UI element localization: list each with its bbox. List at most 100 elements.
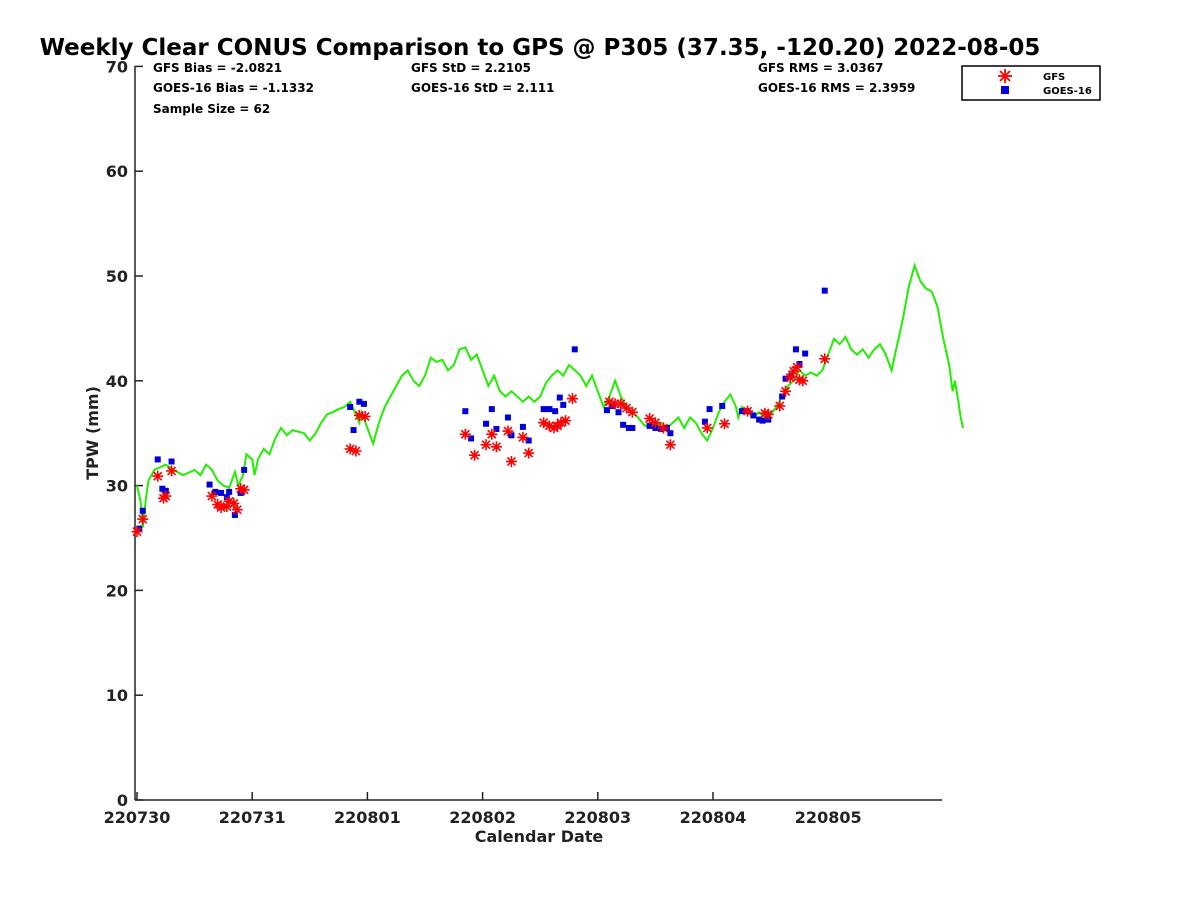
goes-point: [504, 414, 511, 421]
x-tick-label: 220803: [564, 808, 631, 827]
x-tick-label: 220731: [219, 808, 286, 827]
gps-series: [136, 262, 964, 528]
gfs-series: [131, 353, 831, 538]
goes-point: [493, 426, 500, 433]
legend-goes-label: GOES-16: [1043, 86, 1092, 97]
gfs-point: [480, 439, 492, 451]
y-tick-label: 40: [106, 372, 128, 391]
goes-point: [241, 466, 248, 473]
x-tick-label: 220802: [449, 808, 516, 827]
goes-point: [360, 400, 367, 407]
goes-point: [658, 426, 665, 433]
goes-point: [356, 398, 363, 405]
gfs-point: [560, 415, 572, 427]
goes-point: [560, 401, 567, 408]
goes-point: [468, 435, 475, 442]
gfs-point: [238, 484, 250, 496]
y-tick-label: 60: [106, 162, 128, 181]
x-tick-label: 220805: [795, 808, 862, 827]
gfs-point: [780, 385, 792, 397]
legend-gfs-label: GFS: [1043, 72, 1065, 83]
goes-point: [226, 488, 233, 495]
gfs-point: [131, 526, 143, 538]
stat-gfs-rms: GFS RMS = 3.0367: [758, 61, 883, 75]
gfs-point: [649, 417, 661, 429]
goes-point: [159, 485, 166, 492]
goes-point: [779, 393, 786, 400]
goes-point: [525, 437, 532, 444]
goes-point: [168, 458, 175, 465]
stats-block: GFS Bias = -2.0821 GOES-16 Bias = -1.133…: [153, 61, 915, 116]
stat-goes-bias: GOES-16 Bias = -1.1332: [153, 81, 314, 95]
goes-point: [218, 489, 225, 496]
gfs-point: [490, 441, 502, 453]
stat-goes-std: GOES-16 StD = 2.111: [411, 81, 554, 95]
y-axis-label: TPW (mm): [83, 386, 102, 480]
gfs-point: [160, 490, 172, 502]
goes-point: [206, 481, 213, 488]
gfs-point: [719, 418, 731, 430]
goes-point: [488, 406, 495, 413]
x-axis-label: Calendar Date: [475, 827, 604, 846]
goes-point: [347, 404, 354, 410]
goes-point: [706, 406, 713, 413]
gfs-point: [231, 504, 243, 516]
stat-sample-size: Sample Size = 62: [153, 102, 270, 116]
goes-point: [540, 406, 547, 413]
gfs-point: [350, 445, 362, 457]
gfs-point: [517, 431, 529, 443]
gfs-point: [486, 428, 498, 440]
gfs-point: [701, 422, 713, 434]
goes-point: [759, 417, 766, 424]
goes-point: [604, 407, 611, 414]
gfs-point: [505, 455, 517, 467]
gfs-point: [459, 428, 471, 440]
gfs-point: [359, 410, 371, 422]
goes-point: [571, 346, 578, 353]
goes-point: [756, 416, 763, 423]
goes-point: [350, 427, 357, 434]
gfs-point: [644, 413, 656, 425]
gfs-point: [762, 408, 774, 420]
goes-point: [701, 418, 708, 425]
gfs-point: [742, 405, 754, 417]
gfs-point: [791, 361, 803, 373]
legend-box: [961, 65, 1101, 101]
x-tick-label: 220804: [680, 808, 747, 827]
gfs-point: [137, 513, 149, 525]
goes-point: [620, 421, 627, 428]
x-tick-label: 220801: [334, 808, 401, 827]
goes-point: [552, 408, 559, 415]
gfs-point: [797, 375, 809, 387]
goes-point: [821, 287, 828, 294]
stat-gfs-std: GFS StD = 2.2105: [411, 61, 531, 75]
stat-goes-rms: GOES-16 RMS = 2.3959: [758, 81, 915, 95]
gfs-point: [819, 353, 831, 365]
goes-point: [519, 423, 526, 430]
x-tick-label: 220730: [104, 808, 171, 827]
gfs-point: [502, 425, 514, 437]
goes-point: [462, 408, 469, 415]
gfs-point: [566, 393, 578, 405]
goes-point: [629, 424, 636, 431]
goes-point: [154, 456, 161, 463]
goes-point: [750, 412, 757, 419]
goes-point: [625, 424, 632, 431]
chart-title: Weekly Clear CONUS Comparison to GPS @ P…: [40, 35, 1041, 61]
y-tick-label: 30: [106, 477, 128, 496]
goes-point: [646, 422, 653, 429]
legend: GFS GOES-16: [961, 65, 1101, 101]
gfs-point: [615, 398, 627, 410]
goes-point: [667, 430, 674, 437]
y-tick-label: 0: [117, 791, 128, 810]
gps-line: [136, 262, 964, 528]
y-tick-label: 10: [106, 686, 128, 705]
legend-goes-marker: [1001, 86, 1009, 94]
stat-gfs-bias: GFS Bias = -2.0821: [153, 61, 282, 75]
gfs-point: [657, 422, 669, 434]
gfs-point: [166, 465, 178, 477]
gfs-point: [523, 447, 535, 459]
goes-point: [483, 420, 490, 427]
goes-point: [556, 394, 563, 401]
